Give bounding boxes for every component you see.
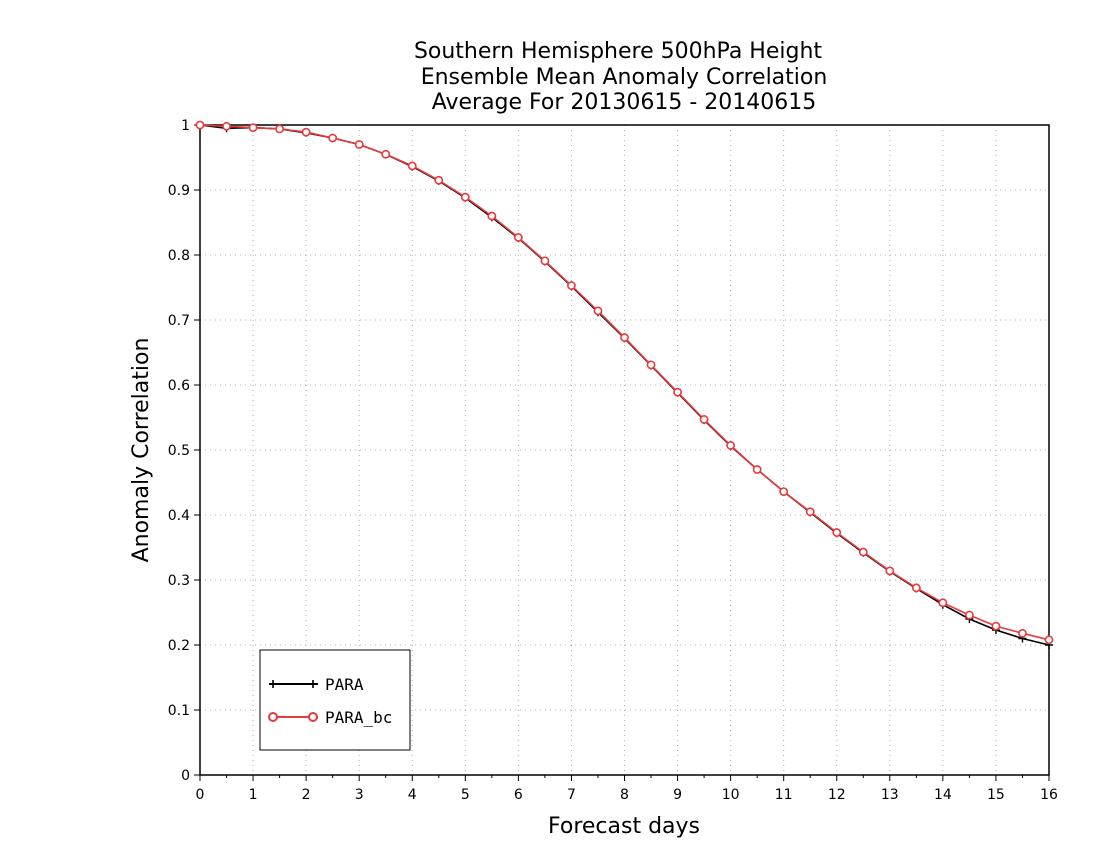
legend-para-marker [309,680,317,688]
point-para-bc [1044,635,1054,645]
point-para-bc [646,360,656,370]
legend-para-bc-marker-left [268,712,278,722]
y-tick-label: 0.4 [168,508,190,524]
legend-entry-para-bc: PARA_bc [268,708,392,727]
point-para-bc [779,487,789,496]
legend-entry-para: PARA [269,675,364,694]
x-tick-label: 5 [461,787,470,803]
chart-title-line-2: Ensemble Mean Anomaly Correlation [421,65,828,90]
point-para-bc [965,610,974,620]
chart-title-line-1: Southern Hemisphere 500hPa Height [414,39,822,64]
y-tick-label: 0.9 [168,183,190,199]
y-axis-label: Anomaly Correlation [129,338,154,563]
x-axis-label: Forecast days [548,814,700,839]
legend-para-markers [269,680,317,688]
point-para-bc [381,149,391,159]
y-tick-label: 0.7 [168,313,190,329]
chart-title-line-3: Average For 20130615 - 20140615 [432,90,817,115]
point-para-bc [222,121,231,131]
legend-para-bc-marker-right [308,712,318,722]
y-tick-label: 0.6 [168,378,190,394]
x-tick-label: 8 [620,787,629,803]
point-para-bc [620,333,629,342]
point-para-bc [858,547,868,557]
point-para-bc [487,211,497,221]
y-tick-label: 0.2 [168,638,190,654]
x-tick-label: 15 [987,787,1005,803]
point-para-bc [1018,628,1027,638]
point-para-bc [275,124,284,134]
point-para-bc [699,415,709,424]
data-series [195,120,1054,649]
x-tick-label: 11 [775,787,793,803]
point-para-bc [248,123,258,132]
y-tick-label: 0.3 [168,573,190,589]
point-para-bc [328,133,338,143]
point-para-bc [407,161,417,171]
x-tick-label: 14 [934,787,952,803]
plot-frame [199,124,1050,776]
x-tick-label: 2 [302,787,311,803]
x-tick-label: 13 [881,787,899,803]
point-para-bc [726,441,736,450]
legend-para-marker [269,680,277,688]
x-tick-label: 1 [249,787,258,803]
chart-title: Southern Hemisphere 500hPa Height Ensemb… [414,39,827,115]
point-para-bc [434,175,444,185]
x-tick-label: 6 [514,787,523,803]
point-para-bc [752,465,762,474]
x-tick-label: 9 [673,787,682,803]
point-para-bc [301,127,311,137]
point-para-bc [832,528,842,537]
y-tick-label: 0.8 [168,248,190,264]
point-para-bc [885,566,895,576]
point-para-bc [195,120,205,130]
point-para-bc [354,140,364,149]
point-para-bc [938,598,948,608]
point-para-bc [673,387,682,397]
x-tick-label: 16 [1040,787,1058,803]
x-tick-label: 0 [196,787,205,803]
y-tick-label: 1 [181,118,190,134]
point-para-bc [513,233,523,242]
point-para-bc [540,256,550,266]
legend-para-label: PARA [325,675,364,694]
point-para-bc [593,306,603,316]
y-tick-label: 0.1 [168,703,190,719]
legend-para-bc-label: PARA_bc [325,708,392,727]
point-para-bc [460,192,470,202]
x-tick-label: 4 [408,787,417,803]
series-line-para-bc [199,124,1050,641]
x-tick-label: 12 [828,787,846,803]
x-tick-label: 3 [355,787,364,803]
y-tick-label: 0.5 [168,443,190,459]
x-tick-label: 7 [567,787,576,803]
point-para-bc [911,583,921,593]
legend: PARA PARA_bc [259,649,411,751]
y-tick-label: 0 [181,768,190,784]
x-tick-label: 10 [722,787,740,803]
legend-box [259,649,411,751]
axis-ticks: 0 1 2 3 4 5 6 7 8 9 10 11 12 13 14 15 1600.10.20.30.40.5… [168,118,1058,803]
point-para-bc [567,281,576,290]
point-para-bc [991,621,1001,631]
point-para-bc [805,507,815,517]
